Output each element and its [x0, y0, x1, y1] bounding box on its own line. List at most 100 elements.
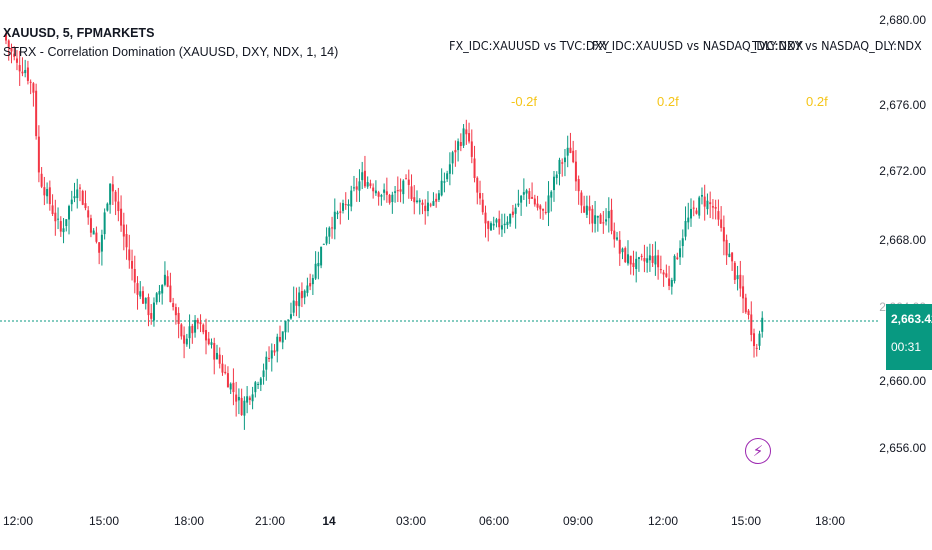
candle	[753, 328, 756, 358]
price-axis[interactable]: 2,680.00 2,676.00 2,672.00 2,668.00 2,66…	[879, 0, 932, 498]
candle	[561, 158, 564, 177]
candle	[731, 252, 734, 271]
candle-body	[76, 189, 79, 199]
candle-body	[673, 255, 676, 282]
candle	[533, 194, 536, 207]
candle	[396, 176, 399, 203]
candle	[468, 122, 471, 144]
candle-body	[248, 397, 251, 401]
candle-body	[616, 237, 619, 240]
candle-body	[251, 394, 254, 402]
candle-body	[476, 177, 479, 193]
candle	[358, 169, 361, 202]
candle-body	[747, 310, 750, 316]
candle	[155, 291, 158, 305]
candle-body	[306, 285, 309, 293]
time-axis[interactable]: 12:00 15:00 18:00 21:00 14 03:00 06:00 0…	[0, 498, 880, 550]
candle	[114, 189, 117, 216]
candle	[629, 255, 632, 275]
price-tick: 2,672.00	[879, 164, 926, 178]
candle	[613, 222, 616, 248]
candle-body	[325, 236, 328, 244]
candle-body	[484, 212, 487, 224]
candle	[344, 192, 347, 210]
candle	[314, 251, 317, 280]
candle	[602, 210, 605, 234]
candle	[407, 169, 410, 199]
candle	[295, 287, 298, 317]
candle-body	[602, 222, 605, 224]
candle-body	[470, 141, 473, 157]
candle	[446, 170, 449, 182]
candle-body	[289, 314, 292, 319]
candle-body	[262, 370, 265, 377]
candle	[462, 124, 465, 149]
candle-body	[342, 203, 345, 211]
candle-body	[679, 248, 682, 258]
candle-body	[355, 186, 358, 190]
candle-body	[446, 173, 449, 180]
candle-body	[607, 211, 610, 219]
candle	[317, 251, 320, 280]
candle	[547, 181, 550, 227]
candle-body	[742, 286, 745, 299]
candle	[13, 46, 16, 61]
candle-body	[98, 242, 101, 253]
last-price-badge: 2,663.42 00:31	[886, 304, 932, 370]
candle-body	[462, 128, 465, 146]
candle	[517, 189, 520, 208]
candle-body	[416, 200, 418, 203]
candle	[506, 216, 509, 229]
candle-body	[24, 69, 27, 74]
candle	[536, 195, 539, 211]
candle	[643, 244, 646, 273]
candle-body	[150, 313, 153, 319]
candle-body	[358, 181, 361, 191]
candle	[240, 388, 243, 416]
candle	[380, 193, 383, 206]
candle-body	[270, 350, 273, 359]
candle-body	[394, 191, 397, 193]
candle	[35, 83, 38, 140]
candle-body	[522, 192, 525, 195]
candle	[426, 191, 429, 217]
candle-body	[196, 319, 199, 324]
candle	[703, 184, 706, 221]
candle-body	[750, 314, 753, 335]
candle	[48, 180, 51, 211]
candle-body	[690, 208, 692, 219]
candle	[106, 202, 109, 212]
candle-body	[95, 232, 98, 242]
candle	[144, 297, 147, 310]
candle	[588, 195, 591, 225]
candle-body	[122, 224, 125, 237]
candle-body	[18, 65, 21, 72]
candle-body	[621, 248, 624, 253]
candle	[5, 31, 7, 45]
chart-area[interactable]	[0, 0, 880, 498]
indicator-legend[interactable]: STRX - Correlation Domination (XAUUSD, D…	[3, 45, 339, 59]
event-marker[interactable]: ⚡	[745, 438, 771, 464]
candle-body	[533, 198, 536, 205]
candle-body	[383, 189, 386, 193]
candle	[657, 249, 660, 280]
candle	[542, 208, 545, 220]
candle	[539, 204, 542, 219]
candle	[98, 242, 101, 265]
symbol-legend[interactable]: XAUUSD, 5, FPMARKETS	[3, 26, 155, 40]
candle	[599, 213, 602, 224]
candle-body	[561, 162, 564, 164]
candle-body	[459, 142, 462, 147]
correlation-value-xauusd-ndx: 0.2f	[657, 94, 679, 109]
candle	[520, 194, 523, 216]
candle	[448, 152, 451, 186]
candle	[580, 190, 583, 214]
price-chart[interactable]	[0, 0, 880, 498]
candle-body	[635, 258, 638, 269]
candle-body	[202, 324, 205, 333]
candle-body	[509, 213, 512, 224]
candle-body	[287, 319, 290, 321]
candle	[503, 213, 506, 234]
candle-body	[728, 253, 731, 257]
candle-body	[684, 220, 687, 237]
